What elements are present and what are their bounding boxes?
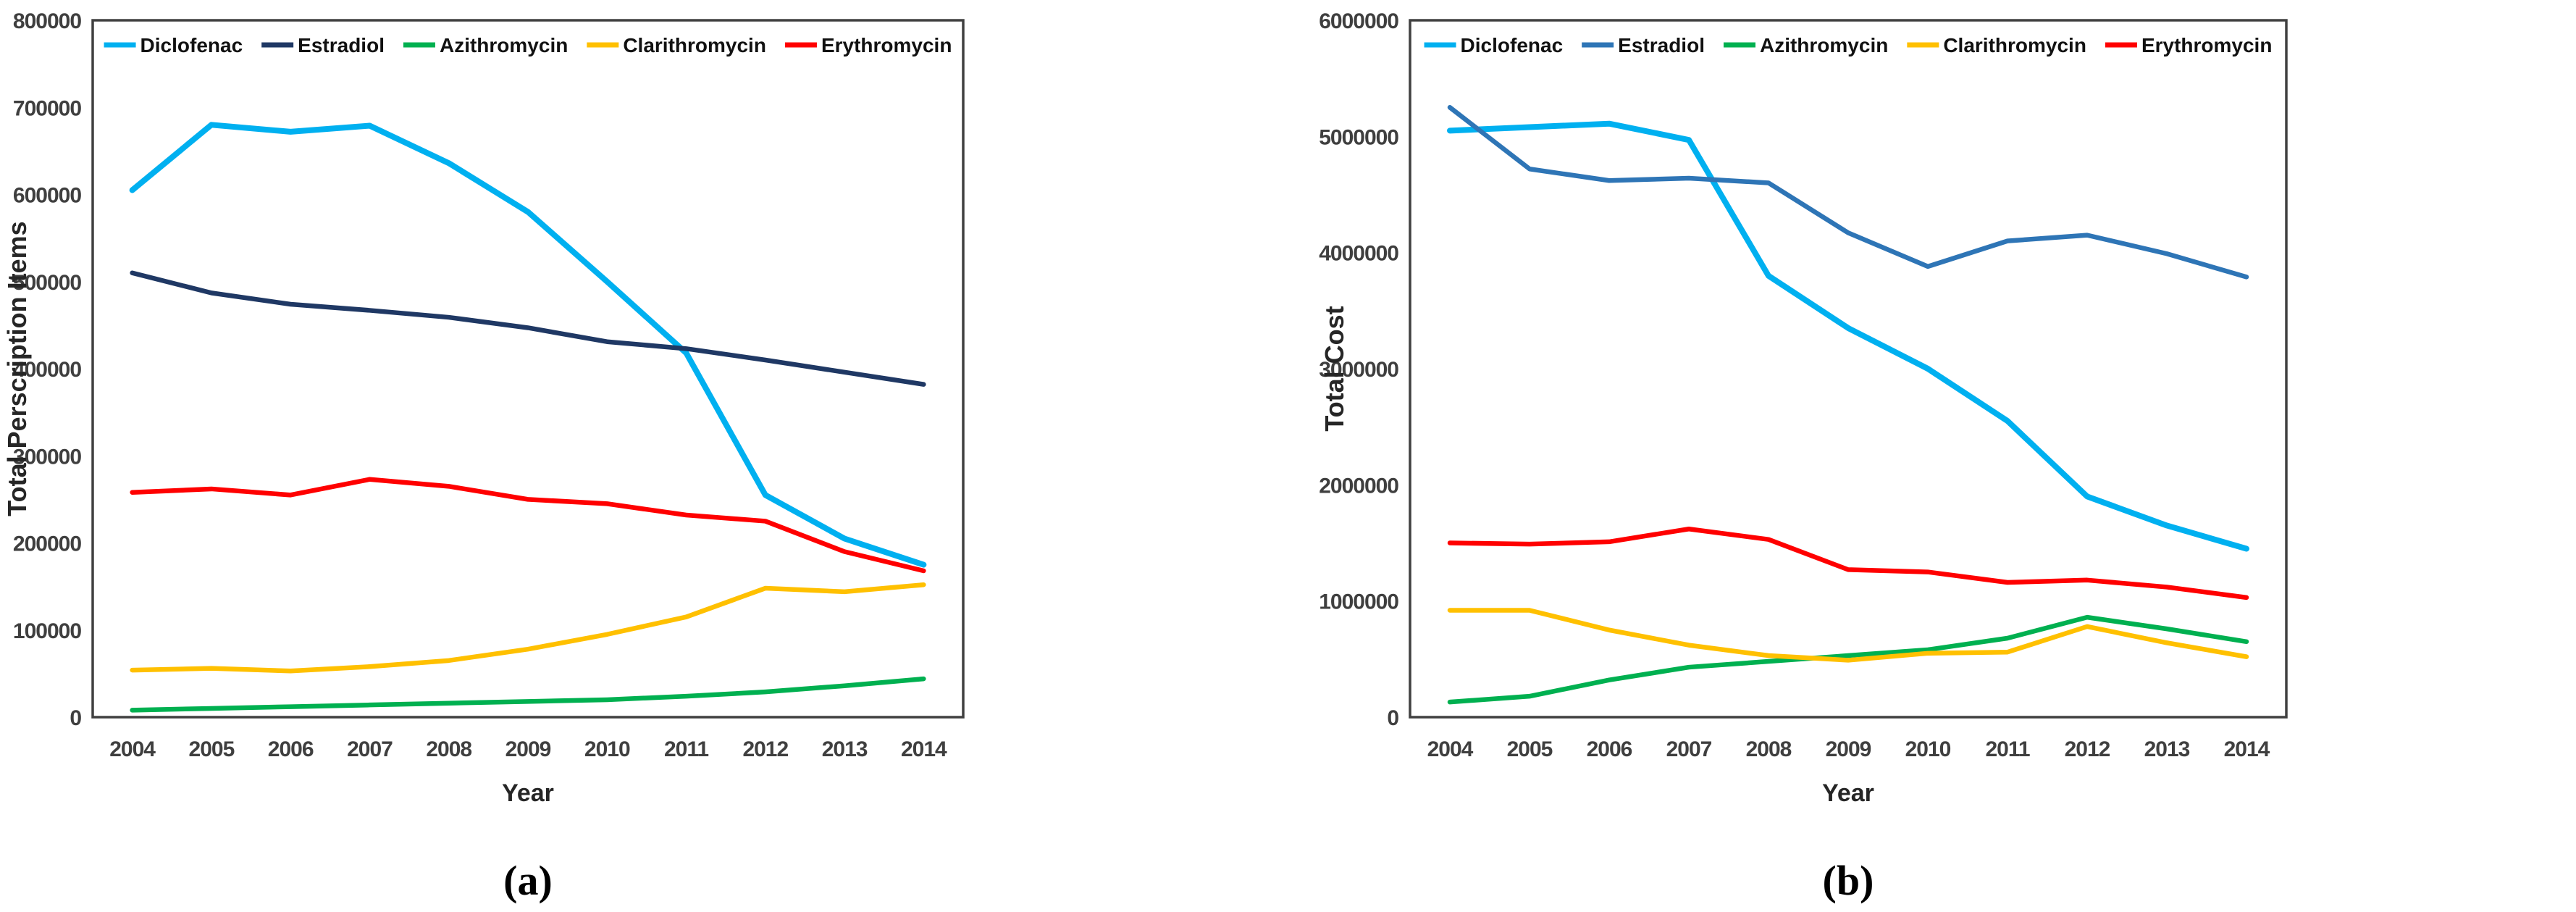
x-tick-label: 2014: [2224, 737, 2270, 761]
x-tick-label: 2006: [268, 737, 314, 761]
legend-item-erythromycin: Erythromycin: [2105, 34, 2273, 57]
y-tick-label: 3000000: [1319, 358, 1398, 382]
series-line-erythromycin: [1447, 527, 2249, 601]
x-tick-label: 2009: [505, 737, 551, 761]
legend-item-erythromycin: Erythromycin: [784, 34, 952, 57]
x-tick-label: 2011: [1985, 737, 2029, 761]
x-tick-label: 2010: [584, 737, 630, 761]
y-tick-label: 5000000: [1319, 125, 1398, 149]
y-tick-label: 0: [70, 706, 81, 730]
legend-label: Azithromycin: [440, 34, 568, 57]
legend-item-estradiol: Estradiol: [1582, 34, 1705, 57]
y-tick-label: 4000000: [1319, 242, 1398, 266]
legend-label: Erythromycin: [821, 34, 952, 57]
x-tick-label: 2012: [742, 737, 788, 761]
x-tick-label: 2008: [1746, 737, 1792, 761]
y-tick-label: 300000: [13, 445, 81, 469]
chart-caption: (a): [503, 857, 553, 904]
chart-panel-a: 0 100000 200000 300000 400000 500000 600000 700…: [2, 9, 965, 904]
y-tick-label: 600000: [13, 184, 81, 208]
x-tick-label: 2007: [347, 737, 393, 761]
legend-item-azithromycin: Azithromycin: [403, 34, 568, 57]
plot-border: [91, 19, 965, 719]
legend-label: Diclofenac: [1461, 34, 1564, 57]
x-axis-title: Year: [502, 779, 554, 807]
y-tick-label: 6000000: [1319, 9, 1398, 33]
x-tick-label: 2006: [1587, 737, 1632, 761]
legend: Diclofenac Estradiol Azithromycin Clarithro…: [1424, 34, 2273, 57]
y-tick-label: 500000: [13, 271, 81, 295]
x-axis-title: Year: [1822, 779, 1874, 807]
y-tick-label: 1000000: [1319, 590, 1398, 614]
x-tick-label: 2012: [2065, 737, 2110, 761]
legend-item-diclofenac: Diclofenac: [1424, 34, 1564, 57]
series-line-estradiol: [130, 270, 926, 387]
series-line-diclofenac: [129, 122, 927, 568]
legend-label: Diclofenac: [140, 34, 243, 57]
series-line-azithromycin: [130, 676, 926, 713]
series-line-clarithromycin: [130, 582, 926, 674]
legend-item-clarithromycin: Clarithromycin: [587, 34, 766, 57]
series-line-estradiol: [1447, 105, 2249, 280]
series-line-azithromycin: [1447, 614, 2249, 705]
y-tick-label: 400000: [13, 358, 81, 382]
legend-label: Erythromycin: [2141, 34, 2273, 57]
legend: Diclofenac Estradiol Azithromycin Clarithro…: [104, 34, 952, 57]
x-tick-label: 2011: [664, 737, 708, 761]
y-tick-label: 100000: [13, 619, 81, 643]
x-tick-label: 2004: [109, 737, 156, 761]
x-tick-label: 2004: [1427, 737, 1474, 761]
y-axis-title: Total Cost: [1320, 306, 1349, 431]
x-tick-label: 2008: [426, 737, 471, 761]
x-tick-label: 2007: [1666, 737, 1712, 761]
chart-caption: (b): [1823, 857, 1874, 904]
legend-label: Estradiol: [298, 34, 385, 57]
x-tick-label: 2009: [1826, 737, 1871, 761]
series-line-erythromycin: [130, 477, 926, 574]
y-axis-title: Total Perscription Items: [2, 221, 32, 516]
series-line-clarithromycin: [1447, 608, 2249, 663]
x-tick-label: 2010: [1905, 737, 1951, 761]
x-tick-label: 2013: [822, 737, 868, 761]
legend-label: Azithromycin: [1760, 34, 1888, 57]
x-tick-label: 2005: [1507, 737, 1553, 761]
y-tick-label: 800000: [13, 9, 81, 33]
y-tick-label: 700000: [13, 96, 81, 120]
y-tick-label: 2000000: [1319, 474, 1398, 498]
plot-border: [1409, 19, 2288, 719]
legend-item-estradiol: Estradiol: [261, 34, 385, 57]
legend-item-azithromycin: Azithromycin: [1723, 34, 1888, 57]
y-tick-label: 0: [1387, 706, 1398, 730]
x-tick-label: 2005: [189, 737, 235, 761]
legend-item-clarithromycin: Clarithromycin: [1907, 34, 2086, 57]
series-line-diclofenac: [1447, 120, 2249, 552]
x-tick-label: 2014: [901, 737, 947, 761]
legend-label: Clarithromycin: [623, 34, 766, 57]
x-tick-label: 2013: [2144, 737, 2190, 761]
legend-label: Estradiol: [1618, 34, 1705, 57]
chart-panel-b: 0 1000000 2000000 3000000 4000000 5000000 6000…: [1319, 9, 2288, 904]
y-tick-label: 200000: [13, 532, 81, 556]
legend-label: Clarithromycin: [1943, 34, 2086, 57]
legend-item-diclofenac: Diclofenac: [104, 34, 243, 57]
